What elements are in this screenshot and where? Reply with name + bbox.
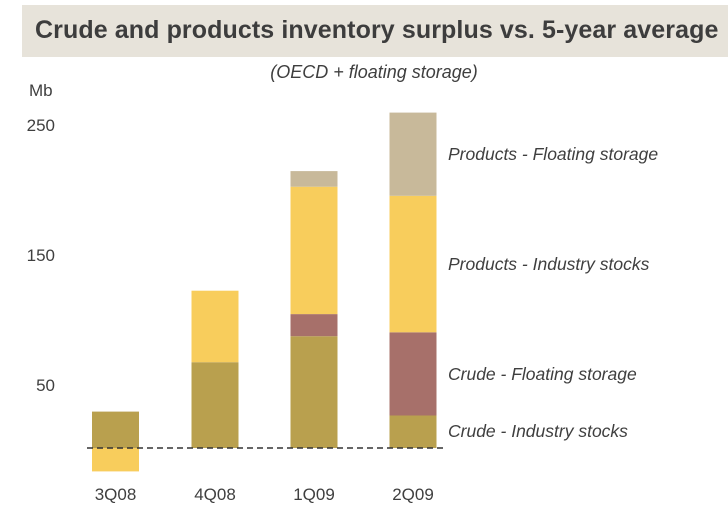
x-tick-label: 4Q08 [194, 485, 236, 504]
bar-segment-1q09-products-floating [290, 171, 338, 187]
bars-layer [92, 112, 437, 472]
legend-label-products-industry: Products - Industry stocks [448, 254, 650, 274]
legend-label-products-floating: Products - Floating storage [448, 144, 658, 164]
bar-segment-2q09-crude-industry [389, 415, 437, 448]
bar-segment-1q09-crude-industry [290, 336, 338, 448]
x-tick-labels: 3Q08 4Q08 1Q09 2Q09 [95, 485, 434, 504]
bar-segment-4q08-products-industry [191, 290, 239, 363]
bar-segment-1q09-crude-floating [290, 314, 338, 337]
x-tick-label: 1Q09 [293, 485, 335, 504]
x-tick-label: 2Q09 [392, 485, 434, 504]
bar-segment-3q08-crude-industry [92, 411, 139, 448]
legend-labels: Crude - Industry stocks Crude - Floating … [448, 144, 658, 441]
bar-segment-2q09-crude-floating [389, 332, 437, 416]
y-tick-label: 50 [36, 376, 55, 395]
bar-segment-2q09-products-industry [389, 195, 437, 333]
bar-segment-3q08-products-industry [92, 448, 139, 472]
chart-title: Crude and products inventory surplus vs.… [35, 16, 719, 44]
y-tick-label: 150 [27, 246, 55, 265]
title-banner: Crude and products inventory surplus vs.… [22, 5, 728, 57]
legend-label-crude-floating: Crude - Floating storage [448, 364, 637, 384]
y-tick-labels: 50 150 250 [27, 116, 55, 395]
y-tick-label: 250 [27, 116, 55, 135]
y-axis-unit-label: Mb [29, 81, 53, 100]
x-tick-label: 3Q08 [95, 485, 137, 504]
bar-segment-1q09-products-industry [290, 186, 338, 315]
legend-label-crude-industry: Crude - Industry stocks [448, 421, 628, 441]
chart-subtitle: (OECD + floating storage) [270, 62, 478, 82]
bar-segment-2q09-products-floating [389, 112, 437, 196]
bar-segment-4q08-crude-industry [191, 362, 239, 448]
